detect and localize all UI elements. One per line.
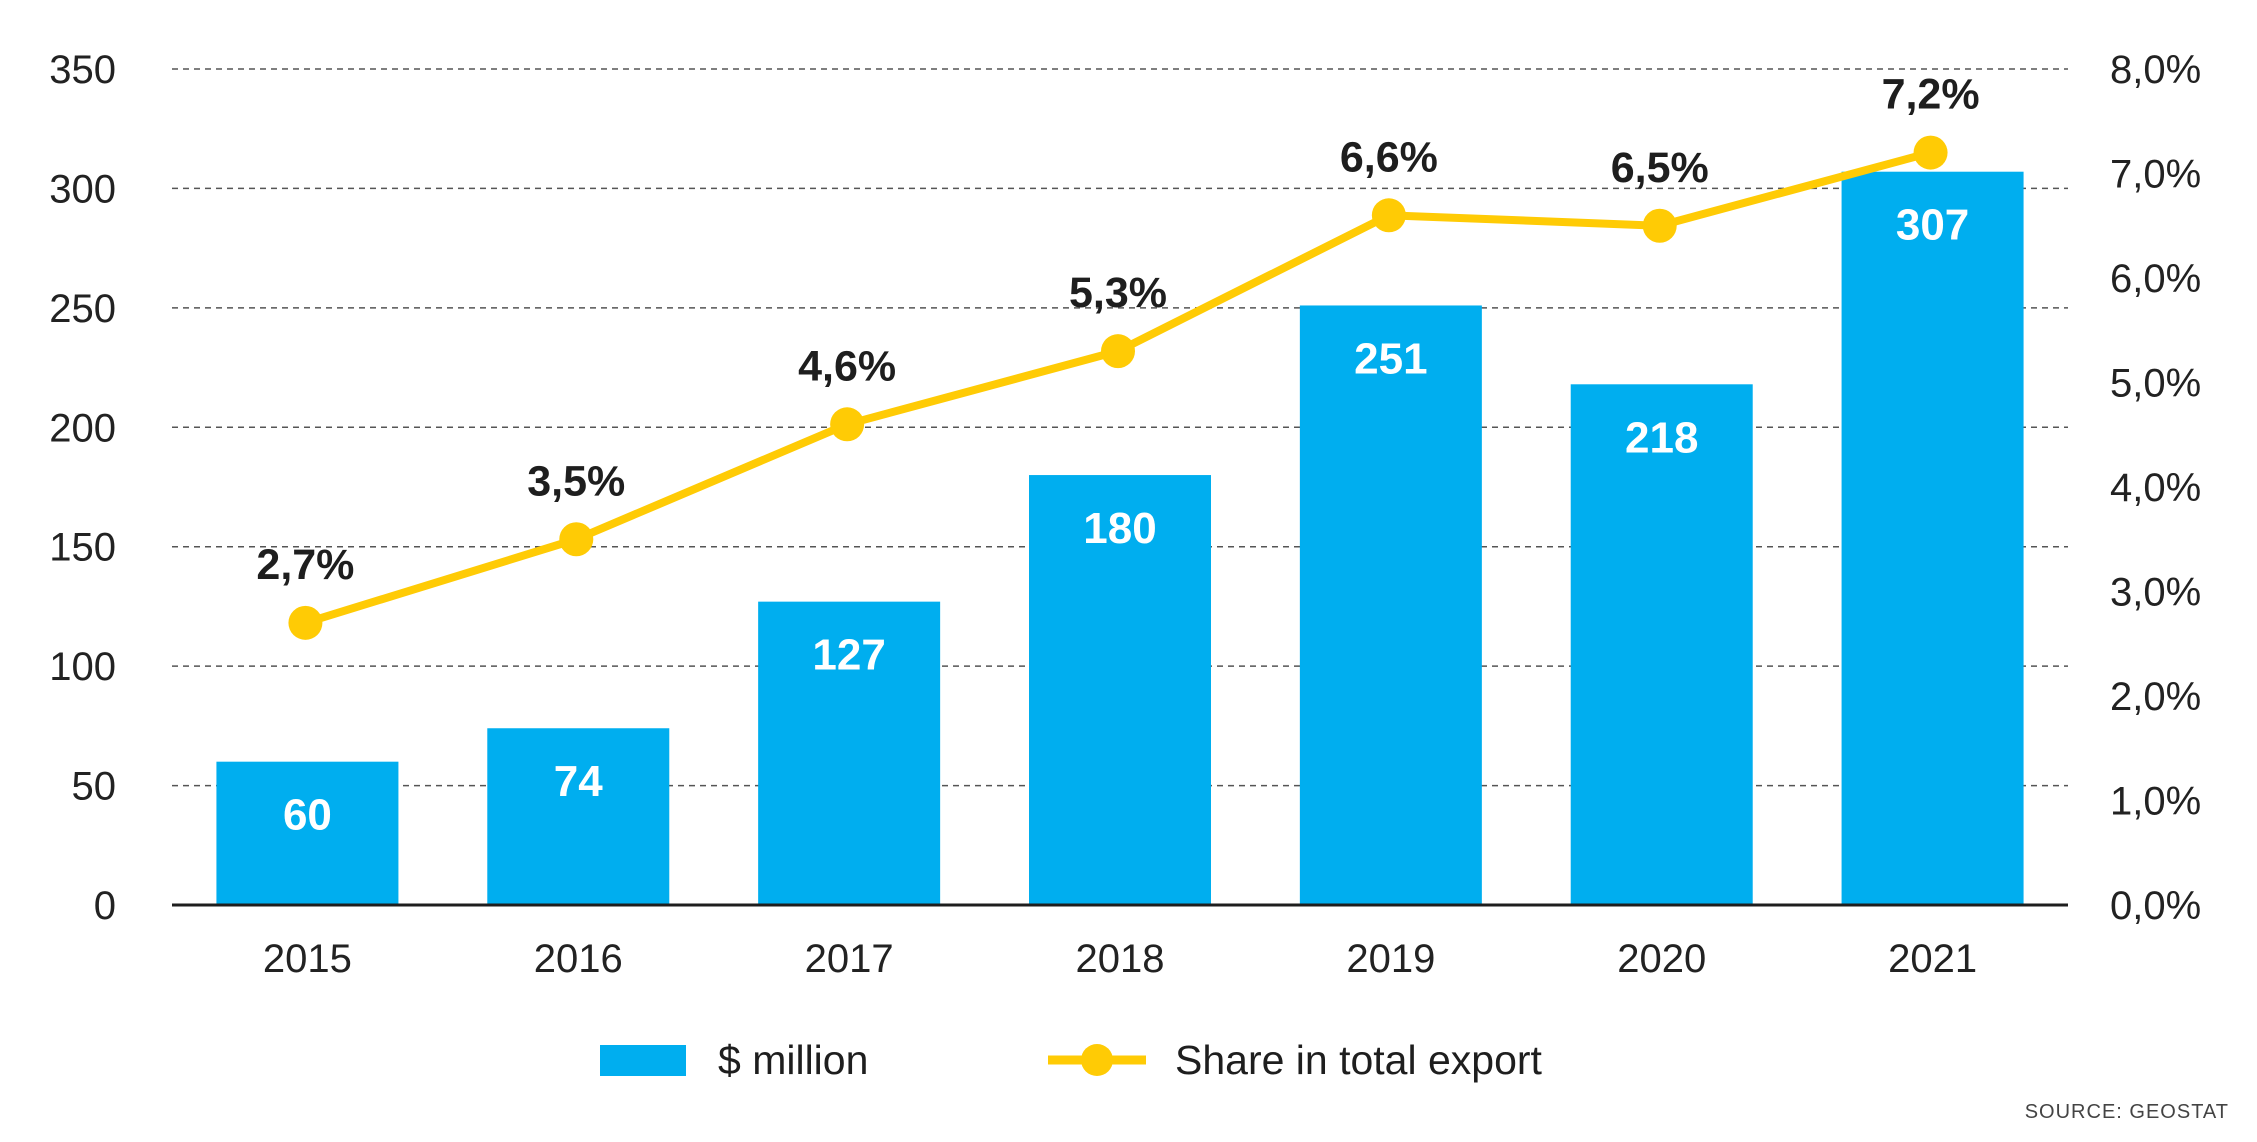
line-data-label: 5,3% <box>1069 269 1167 317</box>
legend-label-line: Share in total export <box>1175 1037 1543 1083</box>
line-data-label: 4,6% <box>798 342 896 390</box>
legend-label-bar: $ million <box>718 1037 868 1083</box>
y-tick-label-right: 6,0% <box>2110 257 2201 301</box>
line-point <box>288 605 323 640</box>
x-tick-label: 2015 <box>263 937 352 981</box>
y-tick-label-left: 50 <box>72 765 117 809</box>
y-tick-label-left: 300 <box>49 167 116 211</box>
line-point <box>1101 334 1135 369</box>
bar <box>1841 171 2024 906</box>
bar-data-label: 60 <box>283 791 332 840</box>
bar-data-label: 307 <box>1896 201 1969 250</box>
y-tick-label-right: 5,0% <box>2110 362 2201 406</box>
y-tick-label-right: 2,0% <box>2110 675 2201 719</box>
y-tick-label-right: 4,0% <box>2110 466 2201 510</box>
bar-data-label: 180 <box>1083 504 1156 553</box>
line-data-label: 3,5% <box>527 457 625 505</box>
legend-swatch-bar <box>600 1045 686 1076</box>
bar <box>1570 384 1753 905</box>
x-tick-label: 2018 <box>1076 937 1165 981</box>
x-tick-label: 2020 <box>1617 937 1706 981</box>
legend: $ million Share in total export <box>600 1037 1543 1083</box>
right-y-axis: 0,0% 1,0% 2,0% 3,0% 4,0% 5,0% 6,0% 7,0% 8,0% <box>2110 48 2201 928</box>
y-tick-label-right: 3,0% <box>2110 571 2201 615</box>
y-tick-label-right: 8,0% <box>2110 48 2201 92</box>
bar-data-label: 127 <box>812 631 885 680</box>
source-note: SOURCE: GEOSTAT <box>2025 1101 2229 1123</box>
y-tick-label-left: 150 <box>49 526 116 570</box>
y-tick-label-left: 0 <box>94 884 116 928</box>
line-point <box>1913 135 1948 170</box>
left-y-axis: 0 50 100 150 200 250 300 350 <box>49 48 116 928</box>
y-tick-label-left: 200 <box>49 406 116 450</box>
x-tick-label: 2021 <box>1888 937 1977 981</box>
line-point <box>1371 198 1406 233</box>
bar-data-labels: 60 74 127 180 251 218 307 <box>283 201 1969 840</box>
bar <box>1299 305 1482 905</box>
line-data-label: 2,7% <box>256 541 354 589</box>
y-tick-label-right: 0,0% <box>2110 884 2201 928</box>
line-data-label: 6,6% <box>1340 133 1438 181</box>
x-tick-label: 2016 <box>534 937 623 981</box>
bar <box>216 761 399 905</box>
line-data-label: 7,2% <box>1882 71 1980 119</box>
line-series <box>288 135 1948 640</box>
bar-data-label: 251 <box>1354 334 1427 383</box>
x-tick-label: 2019 <box>1346 937 1435 981</box>
y-tick-label-left: 100 <box>49 645 116 689</box>
bar-data-label: 74 <box>554 757 603 806</box>
y-tick-label-right: 1,0% <box>2110 780 2201 824</box>
line-point <box>830 407 865 442</box>
x-tick-label: 2017 <box>805 937 894 981</box>
bar-data-label: 218 <box>1625 413 1698 462</box>
y-tick-label-right: 7,0% <box>2110 153 2201 197</box>
y-tick-label-left: 350 <box>49 48 116 92</box>
bar <box>758 601 941 905</box>
bar <box>1029 475 1211 905</box>
legend-swatch-marker <box>1081 1044 1113 1076</box>
line-data-labels: 2,7% 3,5% 4,6% 5,3% 6,6% 6,5% 7,2% <box>256 71 1979 589</box>
x-axis: 2015 2016 2017 2018 2019 2020 2021 <box>263 937 1977 981</box>
bar-series <box>216 171 2024 906</box>
line-point <box>1642 208 1677 243</box>
bar <box>487 728 670 905</box>
line-point <box>559 522 594 557</box>
line-data-label: 6,5% <box>1611 144 1709 192</box>
y-tick-label-left: 250 <box>49 287 116 331</box>
